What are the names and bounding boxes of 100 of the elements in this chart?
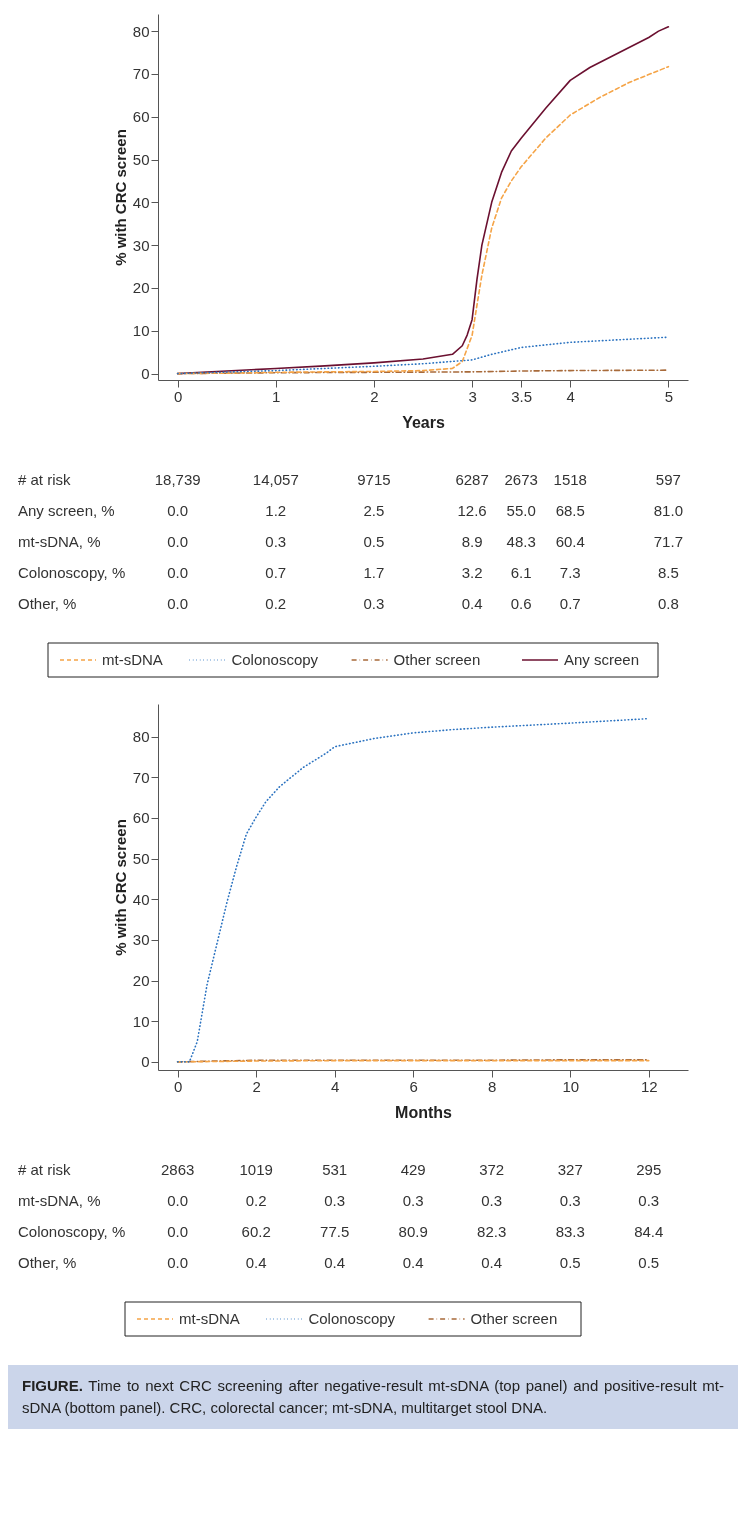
text: Colonoscopy, % [18,1223,126,1240]
text: 0.0 [167,1223,189,1240]
text: 0.3 [324,1192,346,1209]
y-tick-label: 0 [141,365,150,383]
text: 83.3 [555,1223,585,1240]
text: 77.5 [320,1223,350,1240]
text: 12.6 [457,502,487,519]
x-tick-label: 4 [566,387,575,405]
text: 2673 [504,471,538,488]
y-tick-label: 70 [132,768,150,786]
text: 2863 [160,1161,195,1178]
text: 0.2 [245,1192,267,1209]
text: 0.3 [638,1192,660,1209]
x-tick-label: 2 [370,387,379,405]
text: 429 [400,1161,426,1178]
y-tick-label: 80 [132,728,150,746]
text: 6287 [455,471,489,488]
text: 9715 [357,471,391,488]
text: 0.4 [245,1254,267,1271]
text: 0.5 [638,1254,660,1271]
y-tick-label: 0 [141,1053,150,1071]
text: Any screen, % [18,502,115,519]
text: 0.5 [559,1254,581,1271]
text: 60.4 [555,533,585,550]
text: 0.2 [265,595,287,612]
text: 0.3 [265,533,287,550]
x-tick-label: 0 [173,387,183,405]
y-axis-title: % with CRC screen [111,819,129,956]
text: 0.6 [510,595,532,612]
text: 0.0 [167,502,189,519]
x-tick-label: 3.5 [511,387,533,405]
text: 80.9 [398,1223,428,1240]
y-tick-label: 10 [132,322,150,340]
y-tick-label: 20 [132,972,150,990]
text: 84.4 [634,1223,664,1240]
text: 531 [322,1161,348,1178]
y-tick-label: 50 [132,850,150,868]
text: 1019 [239,1161,273,1178]
y-tick-label: 40 [132,193,150,211]
text: 597 [655,471,681,488]
x-tick-label: 10 [562,1077,580,1095]
text: 8.5 [657,564,679,581]
legend-label: mt-sDNA [179,1310,240,1327]
text: 81.0 [653,502,683,519]
y-tick-label: 20 [132,279,150,297]
x-tick-label: 1 [272,387,281,405]
text: 0.3 [559,1192,581,1209]
y-tick-label: 60 [132,809,150,827]
text: 1518 [553,471,587,488]
x-axis-title: Months [395,1103,453,1121]
text: Other, % [18,595,77,612]
text: 0.4 [481,1254,503,1271]
text: 0.3 [402,1192,424,1209]
text: 0.4 [461,595,483,612]
text: # at risk [18,1161,72,1178]
text: 68.5 [555,502,585,519]
y-tick-label: 30 [132,931,150,949]
x-tick-label: 4 [330,1077,340,1095]
x-tick-label: 2 [252,1077,261,1095]
y-tick-label: 60 [132,108,150,126]
line-series [176,336,670,375]
text: 8.9 [461,533,483,550]
x-tick-label: 6 [409,1077,418,1095]
text: 0.0 [167,1192,189,1209]
y-tick-label: 40 [132,890,150,908]
legend-label: Other screen [393,651,481,668]
text: 0.7 [559,595,581,612]
text: Colonoscopy, % [18,564,126,581]
text: 71.7 [653,533,683,550]
text: 0.3 [363,595,385,612]
text: mt-sDNA, % [18,533,101,550]
text: 82.3 [477,1223,507,1240]
y-tick-label: 80 [132,22,150,40]
text: 60.2 [241,1223,271,1240]
y-tick-label: 70 [132,65,150,83]
text: 18,739 [154,471,201,488]
y-tick-label: 10 [132,1012,150,1030]
text: Other, % [18,1254,77,1271]
text: 0.7 [265,564,287,581]
text: 1.7 [363,564,385,581]
y-axis-title: % with CRC screen [111,129,129,266]
line-series [176,717,650,1063]
x-tick-label: 0 [173,1077,183,1095]
text: 0.0 [167,564,189,581]
legend-label: Other screen [470,1310,558,1327]
x-tick-label: 3 [468,387,477,405]
text: 1.2 [265,502,287,519]
text: 0.5 [363,533,385,550]
text: 7.3 [559,564,581,581]
legend-label: Colonoscopy [308,1310,396,1327]
text: 372 [479,1161,505,1178]
x-tick-label: 8 [488,1077,497,1095]
text: 55.0 [506,502,536,519]
text: 0.3 [481,1192,503,1209]
legend-label: Colonoscopy [231,651,319,668]
x-tick-label: 12 [640,1077,658,1095]
text: 2.5 [363,502,385,519]
text: 295 [636,1161,662,1178]
text: 0.0 [167,533,189,550]
text: mt-sDNA, % [18,1192,101,1209]
